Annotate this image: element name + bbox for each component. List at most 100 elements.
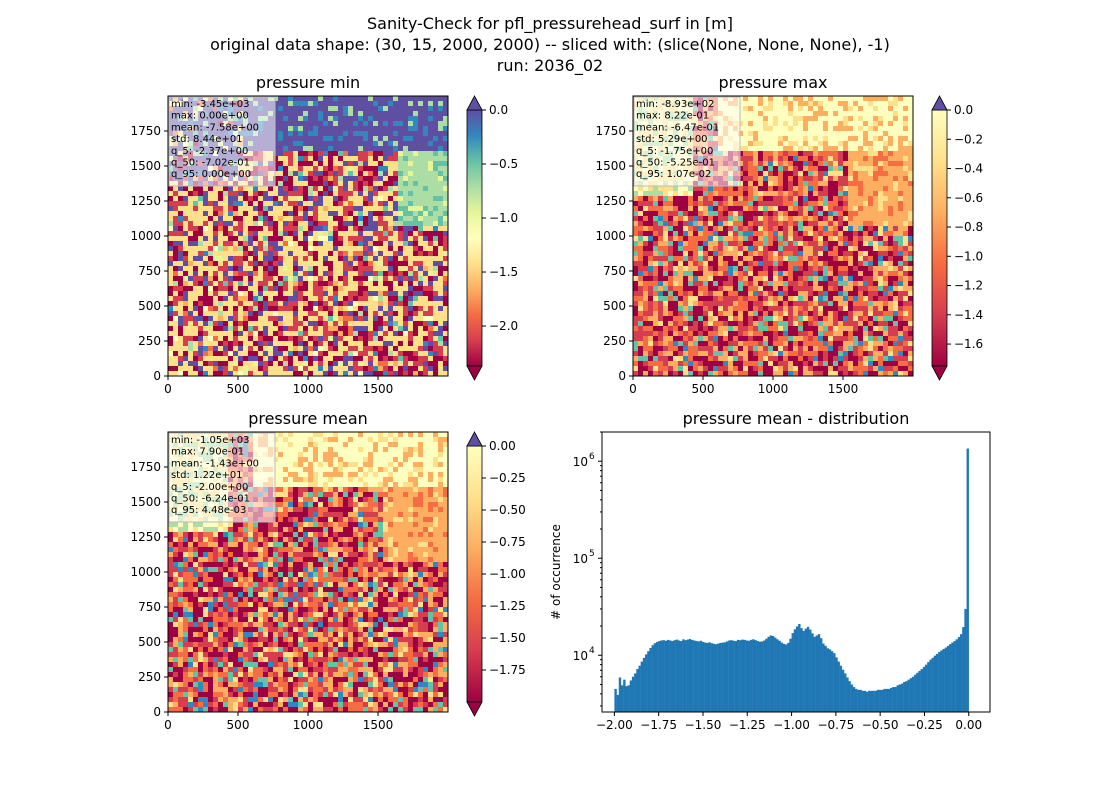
suptitle-line-2: original data shape: (30, 15, 2000, 2000…	[210, 35, 890, 54]
y-tick-label: 250	[138, 670, 161, 684]
colorbar-extend-over	[466, 95, 483, 111]
colorbar-gradient	[466, 109, 483, 367]
histogram-bar	[776, 639, 779, 712]
x-tick-label: 500	[227, 718, 250, 732]
x-tick-label: −1.75	[640, 718, 677, 732]
histogram-bar	[850, 684, 854, 712]
colorbar-tick-label: −1.25	[489, 599, 526, 613]
histogram-bar	[616, 694, 619, 712]
histogram-bar	[942, 648, 945, 712]
y-tick-label: 1750	[130, 124, 161, 138]
histogram-bar	[690, 639, 694, 712]
histogram-bar	[649, 647, 652, 712]
x-tick-label: 0	[164, 382, 172, 396]
histogram-panel: pressure mean - distribution −2.00 −1.75 −1…	[549, 409, 991, 732]
stats-line: mean: -1.43e+00	[171, 458, 259, 469]
y-tick-label: 1500	[130, 495, 161, 509]
histogram-bar	[734, 641, 738, 712]
histogram-bar	[922, 666, 926, 712]
stats-line: max: 7.90e-01	[171, 447, 244, 458]
x-tick-label: 1000	[293, 382, 324, 396]
histogram-bar	[795, 626, 799, 712]
histogram-bar	[883, 688, 886, 712]
histogram-bar	[826, 648, 829, 712]
histogram-bar	[940, 650, 943, 712]
heatmap-image	[168, 432, 449, 713]
x-tick-label: −0.25	[906, 718, 943, 732]
stats-line: q_95: 1.07e-02	[636, 169, 711, 180]
histogram-bar	[780, 642, 784, 712]
histogram-bar	[708, 642, 711, 712]
histogram-bar	[677, 640, 681, 712]
y-tick-label: 250	[603, 334, 626, 348]
histogram-bar	[905, 681, 908, 712]
histogram-bar	[688, 639, 692, 712]
heatmap-panel-2: pressure mean 0 500 1000 1500 0 250 500 750 1000 1…	[130, 409, 525, 732]
histogram-bar	[684, 640, 687, 712]
histogram-bar	[859, 689, 862, 712]
stats-line: min: -3.45e+03	[171, 99, 250, 110]
panel-title: pressure max	[718, 73, 827, 92]
histogram-bar	[760, 641, 764, 712]
histogram-bar	[651, 645, 654, 712]
colorbar-extend-over	[931, 95, 948, 111]
histogram-bar	[806, 626, 810, 712]
histogram-bar	[765, 638, 768, 712]
histogram-bar	[695, 641, 698, 712]
histogram-bar	[957, 637, 961, 712]
histogram-bar	[938, 652, 941, 712]
histogram-bar	[865, 691, 869, 712]
histogram-bar	[706, 642, 709, 712]
heatmap-panel-0: pressure min 0 500 1000 1500 0 250 500 750 1000 12…	[130, 73, 518, 396]
histogram-bar	[846, 677, 849, 712]
histogram-bar	[830, 651, 834, 712]
stats-box-background	[633, 96, 741, 187]
histogram-bar	[876, 689, 880, 712]
histogram-bar	[813, 636, 816, 712]
colorbar: 0.00 −0.25 −0.50 −0.75 −1.00 −1.25 −1.50 −1.75	[466, 431, 526, 717]
x-tick-label: 500	[227, 382, 250, 396]
histogram-bar	[804, 628, 808, 712]
histogram-bar	[631, 676, 635, 712]
histogram-bar	[892, 687, 895, 712]
histogram-bar	[728, 640, 731, 712]
histogram-bar	[658, 641, 661, 712]
histogram-bar	[645, 654, 648, 712]
histogram-bar	[935, 654, 939, 712]
x-tick-label: −1.25	[729, 718, 766, 732]
histogram-bar	[920, 669, 924, 712]
colorbar-tick-label: −1.2	[954, 279, 983, 293]
histogram-bar	[914, 674, 917, 712]
histogram-bar	[732, 640, 735, 712]
histogram-bar	[693, 640, 696, 712]
stats-line: q_50: -7.02e-01	[171, 158, 250, 169]
stats-line: q_95: 4.48e-03	[171, 505, 246, 516]
histogram-bar	[966, 448, 969, 712]
histogram-bar	[951, 642, 954, 712]
stats-line: std: 8.44e+01	[171, 134, 243, 145]
stats-line: q_5: -2.00e+00	[171, 482, 248, 493]
colorbar-extend-over	[466, 431, 483, 447]
histogram-bar	[750, 639, 753, 712]
x-tick-label: 0	[629, 382, 637, 396]
histogram-bar	[855, 688, 858, 712]
colorbar-tick-label: −1.4	[954, 308, 983, 322]
histogram-bar	[636, 669, 639, 712]
histogram-bar	[752, 639, 755, 712]
histogram-bar	[785, 644, 788, 712]
histogram-bar	[837, 661, 840, 712]
histogram-bar	[887, 688, 891, 712]
colorbar-tick-label: 0.00	[489, 439, 516, 453]
y-tick-label: 0	[153, 369, 161, 383]
y-tick-label: 750	[603, 264, 626, 278]
histogram-bar	[881, 689, 884, 712]
histogram-bar	[701, 641, 705, 712]
histogram-bar	[916, 672, 919, 712]
stats-line: std: 1.22e+01	[171, 470, 243, 481]
histogram-bar	[634, 673, 637, 712]
colorbar-tick-label: −0.4	[954, 162, 983, 176]
colorbar-tick-label: −1.75	[489, 663, 526, 677]
histogram-bar	[756, 641, 759, 712]
